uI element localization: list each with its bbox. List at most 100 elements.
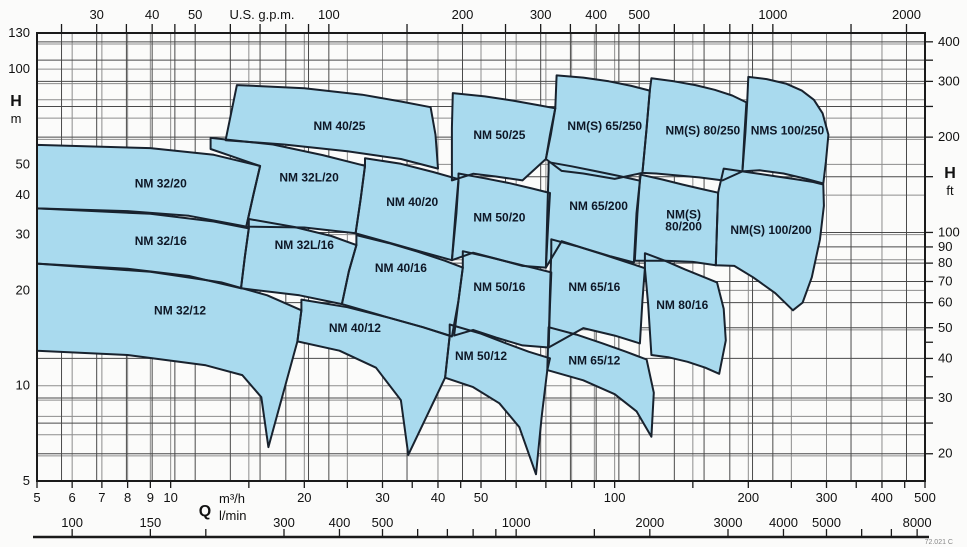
right-axis-label-ft: 90 <box>938 239 952 254</box>
right-axis-label-ft: 100 <box>938 224 960 239</box>
region-outline-nms-65-250 <box>544 74 651 180</box>
top-axis-label-gpm: 2000 <box>892 7 921 22</box>
lmin-axis-label: 100 <box>61 515 83 530</box>
lmin-axis-label: 400 <box>329 515 351 530</box>
region-label-nm-50-25: NM 50/25 <box>473 128 525 142</box>
lmin-axis-label: 1000 <box>502 515 531 530</box>
region-label-nm-40-20: NM 40/20 <box>386 195 438 209</box>
bottom-axis-label-m3h: 8 <box>124 490 131 505</box>
region-fill-nm-65-16 <box>548 239 645 348</box>
region-label-nm-65-200: NM 65/200 <box>569 199 628 213</box>
region-fill-nm-50-16 <box>454 251 552 348</box>
top-axis-label-gpm: 300 <box>530 7 552 22</box>
region-fill-nms-100-200 <box>715 168 824 311</box>
lmin-axis-label: 5000 <box>812 515 841 530</box>
top-axis-label-gpm: 50 <box>188 7 202 22</box>
left-axis-label-m: 40 <box>16 187 30 202</box>
region-label-nm-32-12: NM 32/12 <box>154 303 206 317</box>
right-axis-label-ft: 70 <box>938 273 952 288</box>
region-fill-nm-32l-16 <box>241 219 357 305</box>
bottom-axis-label-m3h: 400 <box>871 490 893 505</box>
top-axis-title: U.S. g.p.m. <box>229 7 294 22</box>
bottom-axis-label-m3h: 200 <box>737 490 759 505</box>
region-fill-nm-40-12 <box>297 299 450 455</box>
top-axis-label-gpm: 100 <box>318 7 340 22</box>
region-fill-nm-40-20 <box>355 158 459 261</box>
region-outline-nm-40-20 <box>354 157 460 262</box>
lmin-axis-label: 4000 <box>769 515 798 530</box>
region-outline-nms-80-200 <box>633 173 720 267</box>
region-fill-nm-80-16 <box>644 253 726 374</box>
region-outline-nm-32l-16 <box>240 218 358 306</box>
top-axis-label-gpm: 30 <box>89 7 103 22</box>
region-outline-nms-100-200 <box>714 167 825 312</box>
right-axis-label-ft: 60 <box>938 295 952 310</box>
right-axis-symbol: H <box>944 165 956 182</box>
region-fill-nm-40-25 <box>225 85 438 169</box>
right-axis-label-ft: 80 <box>938 255 952 270</box>
right-axis-label-ft: 400 <box>938 34 960 49</box>
region-fill-nm-50-20 <box>451 173 550 268</box>
bottom-axis-label-m3h: 300 <box>816 490 838 505</box>
lmin-axis-label: 500 <box>372 515 394 530</box>
region-label-nm-40-16: NM 40/16 <box>375 261 427 275</box>
left-axis-label-m: 30 <box>16 227 30 242</box>
drawing-code: 72.021 C <box>924 539 953 546</box>
bottom-axis-label-m3h: 40 <box>431 490 445 505</box>
bottom-axis-label-m3h: 5 <box>33 490 40 505</box>
left-axis-label-m: 130 <box>8 25 30 40</box>
left-axis-label-m: 5 <box>23 473 30 488</box>
region-outline-nm-80-16 <box>643 252 727 375</box>
region-label-nms-65-250: NM(S) 65/250 <box>567 119 642 133</box>
region-fill-nm-40-16 <box>341 235 463 337</box>
region-outline-nms-100-250 <box>741 75 830 185</box>
bottom-axis-label-m3h: 9 <box>147 490 154 505</box>
bottom-axis-label-m3h: 100 <box>604 490 626 505</box>
bottom-axis-symbol-q: Q <box>199 503 211 520</box>
lmin-axis-label: 8000 <box>903 515 932 530</box>
region-fill-nms-80-250 <box>642 78 747 181</box>
region-fill-nm-32-16 <box>37 208 249 289</box>
bottom-axis-label-m3h: 20 <box>297 490 311 505</box>
right-axis-label-ft: 200 <box>938 129 960 144</box>
left-axis-label-m: 50 <box>16 156 30 171</box>
region-fill-nm-65-12 <box>547 327 654 437</box>
right-axis-label-ft: 50 <box>938 320 952 335</box>
region-label-nm-40-25: NM 40/25 <box>313 119 365 133</box>
region-outline-nm-50-20 <box>450 172 551 269</box>
region-label-nm-65-12: NM 65/12 <box>568 354 620 368</box>
region-label-nms-100-200: NM(S) 100/200 <box>730 223 812 237</box>
region-label-nm-65-16: NM 65/16 <box>568 280 620 294</box>
bottom-axis-label-m3h: 6 <box>69 490 76 505</box>
region-fill-nms-100-250 <box>742 76 829 184</box>
bottom-axis-label-m3h: 50 <box>474 490 488 505</box>
left-axis-label-m: 10 <box>16 378 30 393</box>
bottom-axis-label-m3h: 30 <box>375 490 389 505</box>
region-outline-nm-32l-20 <box>209 136 366 235</box>
region-fill-nm-65-200 <box>545 162 640 268</box>
top-axis-label-gpm: 200 <box>452 7 474 22</box>
left-axis-symbol: H <box>10 93 22 110</box>
region-fill-nms-65-250 <box>545 75 650 179</box>
right-axis-label-ft: 300 <box>938 73 960 88</box>
right-axis-label-ft: 40 <box>938 350 952 365</box>
region-outline-nm-50-16 <box>453 250 553 349</box>
region-fill-nm-32-12 <box>37 263 302 448</box>
region-outline-nm-65-200 <box>544 161 641 269</box>
region-label-nm-32l-20: NM 32L/20 <box>279 170 339 184</box>
lmin-axis-label: 150 <box>139 515 161 530</box>
left-axis-label-m: 20 <box>16 282 30 297</box>
region-outline-nm-65-12 <box>546 326 655 438</box>
top-axis-label-gpm: 1000 <box>758 7 787 22</box>
region-label-nm-50-12: NM 50/12 <box>455 349 507 363</box>
region-outline-nms-80-250 <box>641 77 748 182</box>
left-axis-unit: m <box>11 111 22 126</box>
region-label-nm-32l-16: NM 32L/16 <box>275 238 335 252</box>
left-axis-label-m: 100 <box>8 61 30 76</box>
right-axis-unit: ft <box>946 183 954 198</box>
right-axis-label-ft: 20 <box>938 446 952 461</box>
top-axis-label-gpm: 400 <box>585 7 607 22</box>
lmin-axis-label: 2000 <box>635 515 664 530</box>
region-fill-nms-80-200 <box>634 174 719 266</box>
bottom-axis-label-m3h: 500 <box>914 490 936 505</box>
